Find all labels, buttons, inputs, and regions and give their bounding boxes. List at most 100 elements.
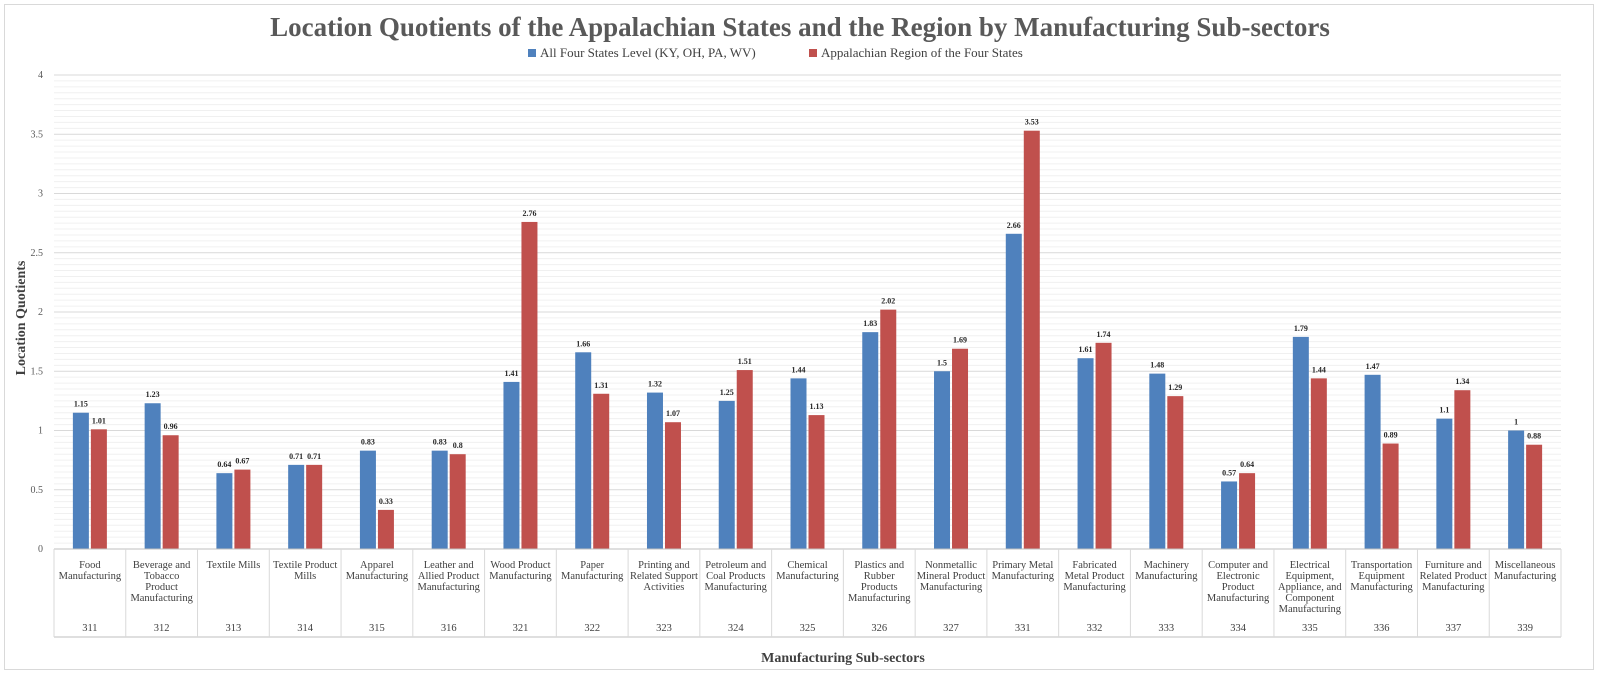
naics-code-label: 332 [1087, 623, 1103, 634]
bar-all-four-states [790, 378, 807, 549]
category-label: Leather and [424, 560, 475, 571]
category-label: Manufacturing [705, 582, 768, 593]
y-tick-label: 0.5 [31, 485, 44, 496]
data-label: 0.88 [1527, 432, 1541, 441]
bar-appalachian-region [1526, 444, 1543, 549]
category-label: Rubber [864, 571, 895, 582]
category-label: Manufacturing [1494, 571, 1557, 582]
y-tick-label: 2.5 [31, 248, 44, 259]
bar-all-four-states [288, 464, 305, 549]
naics-code-label: 316 [441, 623, 457, 634]
category-label: Manufacturing [848, 593, 911, 604]
category-label: Manufacturing [59, 571, 122, 582]
data-label: 0.57 [1222, 468, 1236, 477]
bar-appalachian-region [1023, 130, 1040, 549]
category-label: Food [79, 560, 101, 571]
category-label: Component [1285, 593, 1334, 604]
data-label: 1.83 [863, 319, 877, 328]
legend: All Four States Level (KY, OH, PA, WV) A… [528, 45, 1023, 60]
category-label: Tobacco [144, 571, 179, 582]
naics-code-label: 333 [1158, 623, 1174, 634]
bar-all-four-states [503, 381, 520, 549]
category-label: Chemical [787, 560, 827, 571]
bar-appalachian-region [449, 454, 466, 549]
bar-all-four-states [216, 473, 233, 549]
data-label: 0.64 [217, 460, 231, 469]
category-label: Electronic [1216, 571, 1259, 582]
legend-label-series-1: All Four States Level (KY, OH, PA, WV) [540, 45, 756, 60]
bar-appalachian-region [952, 348, 969, 549]
category-label: Products [861, 582, 898, 593]
y-tick-label: 1 [38, 426, 43, 437]
bar-appalachian-region [880, 309, 897, 549]
data-label: 1.23 [146, 390, 160, 399]
category-label: Transportation [1351, 560, 1413, 571]
data-label: 1.69 [953, 336, 967, 345]
bar-appalachian-region [1454, 390, 1471, 549]
bar-all-four-states [646, 392, 663, 549]
y-tick-label: 1.5 [31, 366, 44, 377]
data-label: 1.1 [1439, 406, 1449, 415]
category-label: Computer and [1208, 560, 1269, 571]
data-label: 0.83 [361, 438, 375, 447]
naics-code-label: 339 [1517, 623, 1533, 634]
data-label: 2.76 [522, 209, 536, 218]
naics-code-label: 327 [943, 623, 959, 634]
naics-code-label: 313 [226, 623, 242, 634]
bar-appalachian-region [90, 429, 107, 549]
category-label: Fabricated [1072, 560, 1117, 571]
y-tick-label: 2 [38, 307, 43, 318]
chart-title: Location Quotients of the Appalachian St… [270, 12, 1330, 42]
naics-code-label: 335 [1302, 623, 1318, 634]
naics-code-label: 311 [82, 623, 97, 634]
naics-code-label: 314 [297, 623, 314, 634]
category-label: Manufacturing [130, 593, 193, 604]
data-label: 0.64 [1240, 460, 1254, 469]
naics-code-label: 323 [656, 623, 672, 634]
bar-appalachian-region [162, 435, 179, 549]
data-label: 1 [1514, 418, 1518, 427]
data-label: 2.02 [881, 297, 895, 306]
bar-chart: Location Quotients of the Appalachian St… [14, 12, 1562, 666]
bar-all-four-states [862, 332, 879, 549]
y-tick-label: 3.5 [31, 129, 44, 140]
bar-all-four-states [575, 352, 592, 549]
bar-appalachian-region [1095, 342, 1112, 549]
data-label: 1.5 [937, 358, 947, 367]
bar-appalachian-region [1310, 378, 1327, 549]
bar-all-four-states [431, 450, 448, 549]
bar-appalachian-region [1239, 473, 1256, 549]
data-label: 0.8 [453, 441, 463, 450]
naics-code-label: 324 [728, 623, 745, 634]
data-label: 1.44 [792, 365, 806, 374]
category-label: Electrical [1290, 560, 1330, 571]
category-label: Manufacturing [1063, 582, 1126, 593]
category-label: Product [145, 582, 178, 593]
y-axis-title: Location Quotients [14, 260, 29, 375]
category-label: Nonmetallic [925, 560, 977, 571]
data-label: 0.89 [1384, 431, 1398, 440]
data-label: 1.41 [504, 369, 518, 378]
category-label: Manufacturing [1422, 582, 1485, 593]
category-label: Activities [644, 582, 685, 593]
category-label: Coal Products [706, 571, 765, 582]
category-label: Manufacturing [417, 582, 480, 593]
naics-code-label: 334 [1230, 623, 1247, 634]
naics-code-label: 337 [1445, 623, 1461, 634]
category-label: Plastics and [854, 560, 905, 571]
bar-appalachian-region [1167, 396, 1184, 549]
bar-appalachian-region [1382, 443, 1399, 549]
bar-all-four-states [72, 412, 89, 549]
category-label: Related Product [1420, 571, 1487, 582]
naics-code-label: 336 [1374, 623, 1390, 634]
legend-swatch-series-2 [809, 49, 817, 57]
bar-all-four-states [1364, 374, 1381, 549]
data-label: 1.13 [810, 402, 824, 411]
category-label: Mills [294, 571, 316, 582]
category-label: Printing and [638, 560, 690, 571]
category-label: Machinery [1144, 560, 1190, 571]
naics-code-label: 315 [369, 623, 385, 634]
data-label: 1.34 [1455, 377, 1469, 386]
bar-appalachian-region [306, 464, 323, 549]
